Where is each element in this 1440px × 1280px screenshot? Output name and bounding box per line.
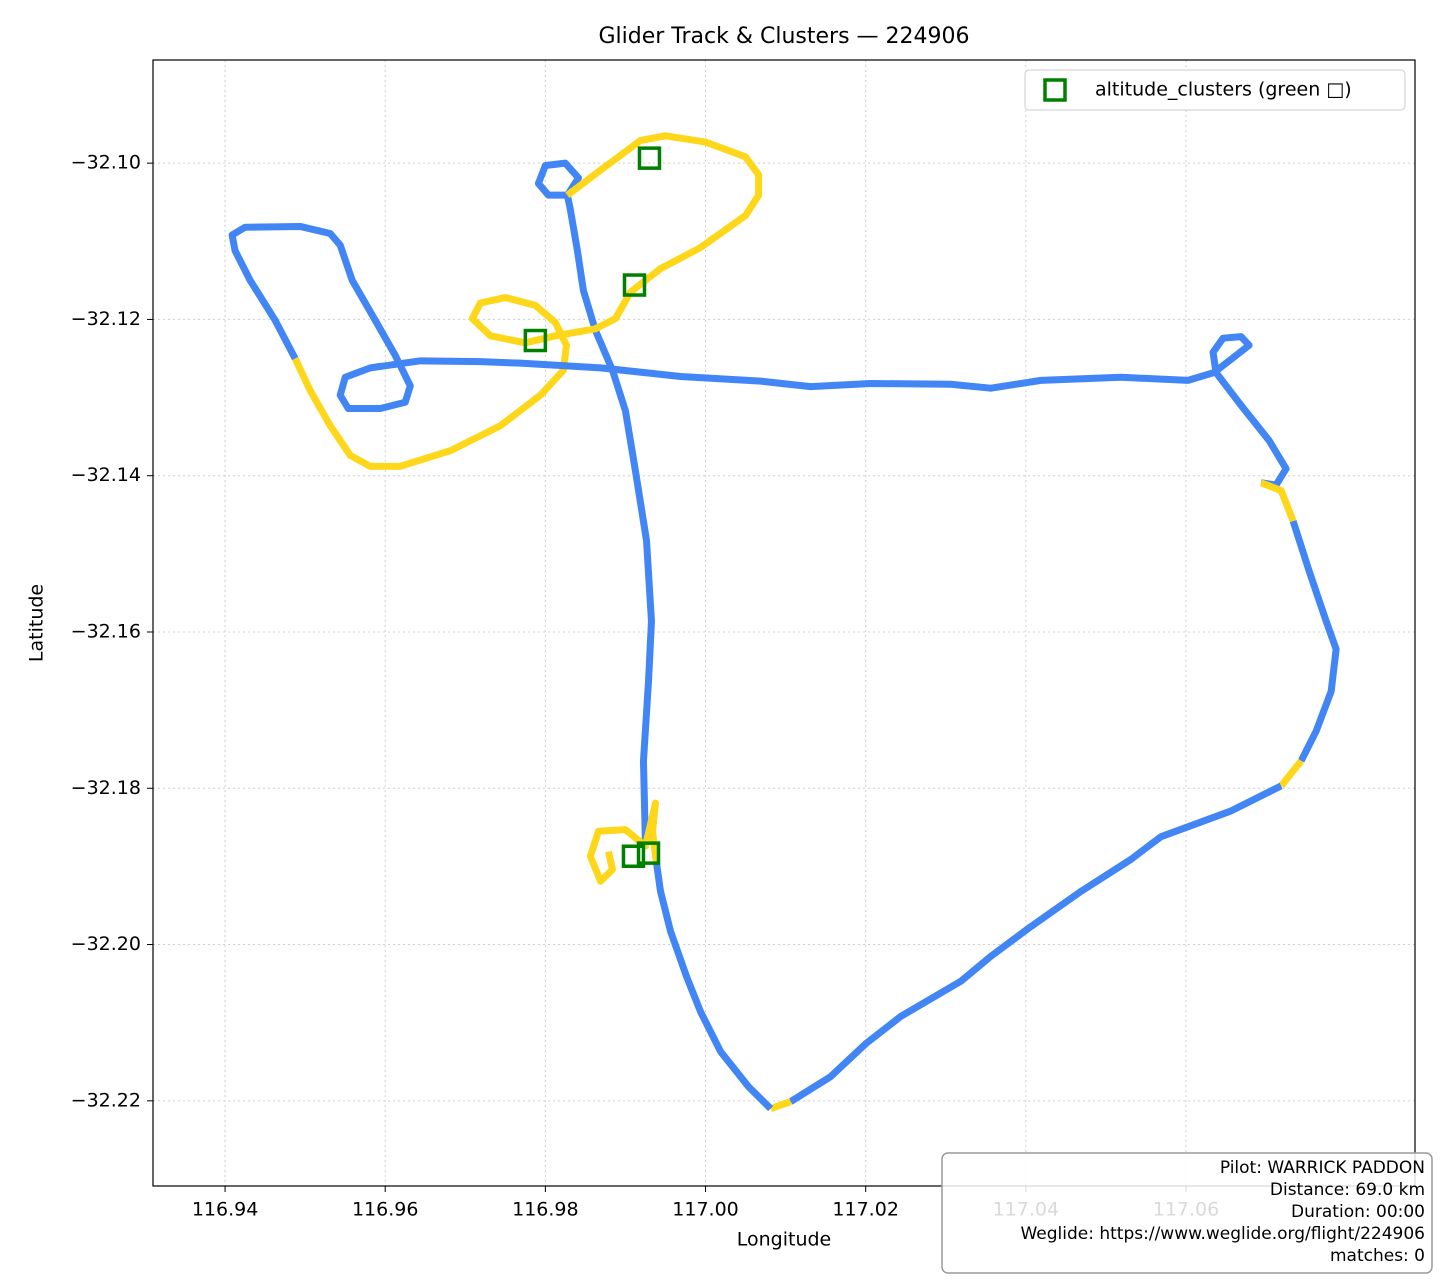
legend: altitude_clusters (green □): [1024, 69, 1406, 111]
legend-frame: [1024, 69, 1406, 111]
x-tick-label: 116.96: [352, 1199, 418, 1221]
info-line: matches: 0: [1330, 1246, 1425, 1266]
cluster-marker: [622, 273, 647, 297]
legend-label: altitude_clusters (green □): [1095, 79, 1352, 101]
grid: [153, 60, 1415, 1186]
y-tick-label: −32.18: [71, 777, 141, 799]
y-tick-label: −32.12: [71, 308, 141, 330]
cluster-marker: [637, 146, 662, 170]
info-line: Duration: 00:00: [1291, 1202, 1425, 1222]
cluster-marker: [636, 841, 661, 865]
x-tick-label: 117.02: [832, 1199, 898, 1221]
track-segment: [769, 1098, 792, 1112]
info-frame: [941, 1152, 1433, 1274]
track-segment: [1278, 758, 1304, 789]
x-axis-label: Longitude: [737, 1229, 832, 1251]
track-segment: [586, 799, 660, 885]
axes-frame: [152, 59, 1416, 1187]
cluster-marker: [523, 328, 548, 353]
y-tick-label: −32.22: [71, 1089, 141, 1111]
legend-swatch: [1043, 78, 1067, 102]
y-tick-label: −32.14: [71, 464, 141, 486]
track-segment: [563, 194, 655, 847]
track-segment: [1259, 479, 1297, 523]
plot-area: [228, 132, 1340, 1112]
x-tick-label: 116.94: [192, 1199, 258, 1221]
x-tick-label: 116.98: [512, 1199, 578, 1221]
info-line: Pilot: WARRICK PADDON: [1220, 1158, 1425, 1178]
x-tick-label: 117.00: [672, 1199, 738, 1221]
track-segment: [788, 782, 1283, 1105]
y-tick-label: −32.10: [71, 152, 141, 174]
chart-title: Glider Track & Clusters — 224906: [598, 24, 969, 49]
cluster-marker: [621, 844, 646, 868]
y-tick-label: −32.16: [71, 620, 141, 642]
track-segment: [534, 159, 582, 199]
track-segment: [653, 862, 774, 1112]
track-segment: [291, 132, 763, 470]
y-axis-label: Latitude: [26, 584, 48, 662]
info-line: Weglide: https://www.weglide.org/flight/…: [1020, 1224, 1425, 1244]
track-segment: [1289, 519, 1340, 763]
track-segment: [228, 222, 1290, 489]
info-line: Distance: 69.0 km: [1270, 1180, 1425, 1200]
y-tick-label: −32.20: [71, 933, 141, 955]
